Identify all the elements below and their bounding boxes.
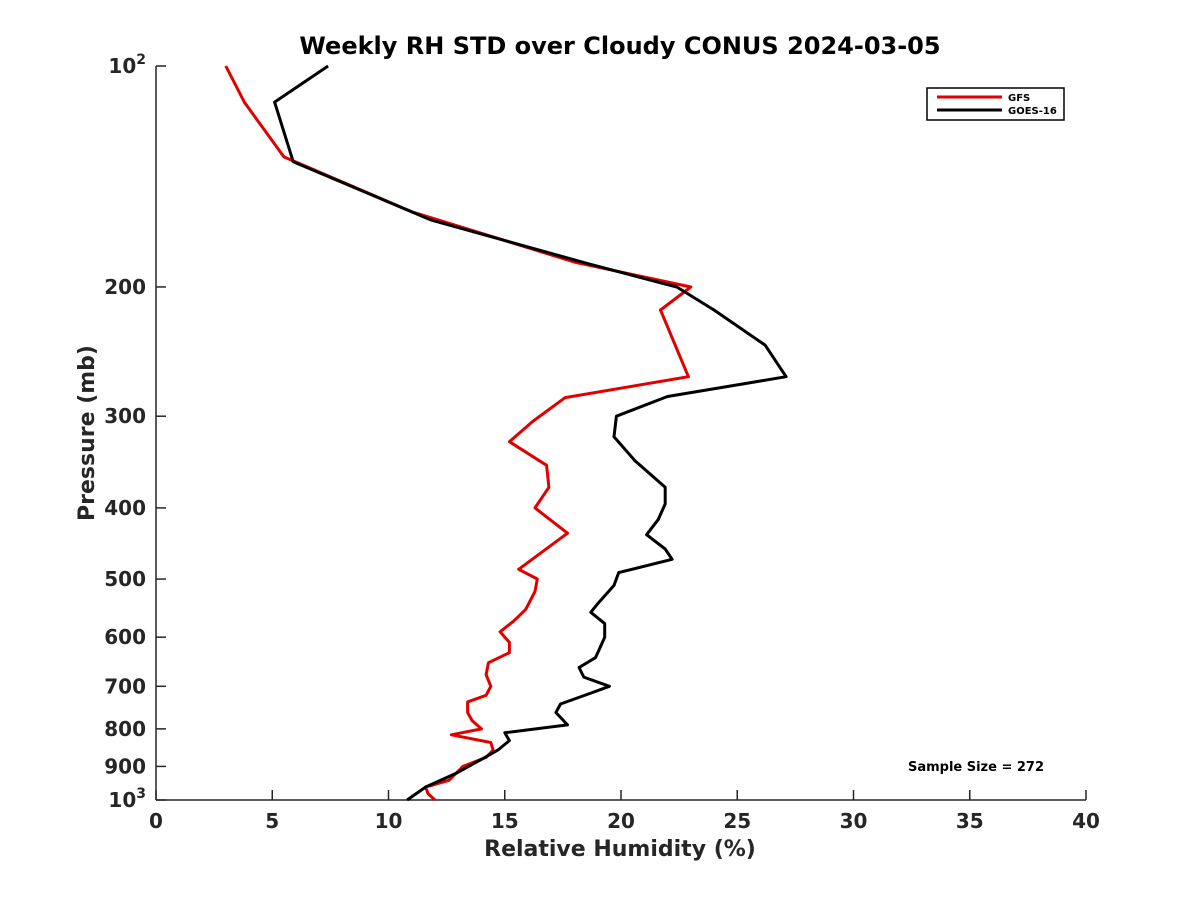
x-tick-label: 30 (840, 809, 868, 833)
x-tick-label: 25 (723, 809, 751, 833)
series-lines (224, 64, 788, 802)
series-line-gfs (224, 65, 693, 802)
y-tick-label: 400 (104, 496, 146, 520)
legend-label-gfs: GFS (1008, 93, 1030, 104)
y-tick-label: 800 (104, 717, 146, 741)
x-tick-label: 15 (491, 809, 519, 833)
x-axis-ticks: 0 5 10 15 20 25 30 35 40 (149, 790, 1100, 833)
legend: GFS GOES-16 (926, 87, 1065, 121)
x-tick-label: 40 (1072, 809, 1100, 833)
x-tick-label: 35 (956, 809, 984, 833)
y-tick-label: 900 (104, 754, 146, 778)
y-tick-label: 300 (104, 404, 146, 428)
chart-title: Weekly RH STD over Cloudy CONUS 2024-03-… (299, 32, 940, 60)
y-tick-label: 500 (104, 567, 146, 591)
series-line-goes16 (273, 64, 788, 802)
x-tick-label: 0 (149, 809, 163, 833)
x-axis-label: Relative Humidity (%) (484, 837, 756, 862)
legend-label-goes16: GOES-16 (1008, 106, 1057, 117)
x-tick-label: 20 (607, 809, 635, 833)
y-tick-label: 200 (104, 275, 146, 299)
legend-box (926, 87, 1065, 121)
x-tick-label: 5 (265, 809, 279, 833)
x-tick-label: 10 (375, 809, 403, 833)
y-axis-label: Pressure (mb) (75, 345, 100, 521)
y-tick-label: 600 (104, 625, 146, 649)
y-tick-label: 700 (104, 674, 146, 698)
sample-size-annotation: Sample Size = 272 (908, 760, 1044, 775)
